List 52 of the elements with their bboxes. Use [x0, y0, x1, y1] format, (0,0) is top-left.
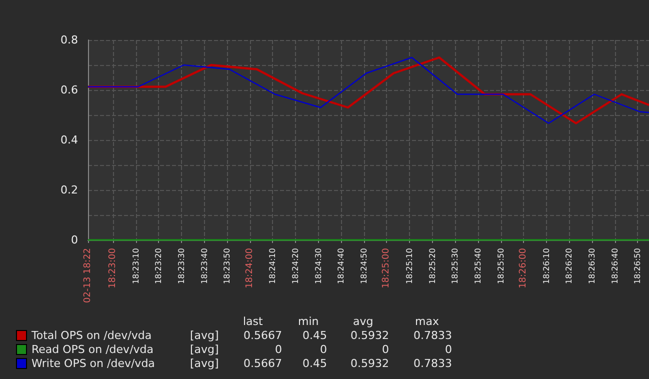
x-tick-label: 18:23:50	[222, 248, 232, 284]
text: 0.7833	[414, 357, 452, 370]
legend-label: Write OPS on /dev/vda	[32, 357, 155, 370]
text: [avg]	[190, 357, 219, 370]
text: min	[298, 315, 319, 328]
x-tick-label: 18:25:30	[450, 248, 460, 284]
text: 0	[320, 343, 327, 356]
legend-label: Total OPS on /dev/vda	[30, 329, 152, 342]
y-tick-label: 0.2	[60, 184, 78, 196]
y-tick-label: 0.8	[60, 34, 78, 46]
x-tick-label: 18:23:20	[154, 248, 164, 284]
x-tick-label: 18:26:20	[564, 248, 574, 284]
x-tick-label: 18:23:40	[200, 248, 209, 284]
y-tick-label: 0.6	[60, 84, 78, 96]
text: last	[243, 315, 264, 328]
text: 0.5932	[350, 357, 389, 370]
y-tick-label: 0.4	[60, 134, 78, 146]
text: 0	[445, 343, 452, 356]
x-tick-label: 18:26:50	[633, 248, 642, 284]
x-tick-label: 18:25:40	[473, 248, 482, 284]
x-tick-label: 18:23:30	[177, 248, 186, 284]
x-tick-label: 18:26:40	[610, 248, 620, 284]
text: 0.45	[302, 329, 327, 342]
x-tick-label: 18:25:50	[496, 248, 506, 284]
x-tick-label: 18:24:10	[268, 248, 278, 284]
text: avg	[353, 315, 374, 328]
x-tick-label: 18:24:20	[291, 248, 300, 284]
text: 0.5667	[244, 329, 282, 342]
text: 0.45	[302, 357, 327, 370]
x-tick-label: 18:23:00	[108, 248, 118, 288]
x-tick-label: 18:25:20	[428, 248, 437, 284]
x-tick-label: 18:26:30	[587, 248, 596, 284]
x-tick-label: 18:26:10	[542, 248, 551, 284]
text: 0	[275, 343, 282, 356]
x-tick-label: 18:24:00	[244, 248, 255, 288]
legend-label: Read OPS on /dev/vda	[32, 343, 154, 356]
text: [avg]	[190, 329, 219, 342]
x-tick-label: 18:24:50	[359, 248, 368, 284]
y-tick-label: 0	[71, 234, 78, 246]
x-tick-label: 18:26:00	[518, 248, 529, 288]
x-tick-label: 18:25:00	[382, 248, 392, 288]
x-tick-label: 18:24:30	[314, 248, 323, 284]
text: 0	[382, 343, 389, 356]
text: 0.5667	[244, 357, 282, 370]
text: 0.7833	[414, 329, 452, 342]
text: max	[415, 315, 440, 328]
x-tick-label: 18:25:10	[405, 248, 414, 284]
x-tick-label: 02-13 18:22	[83, 248, 93, 303]
text: 0.5932	[350, 329, 389, 342]
x-tick-label: 18:23:10	[131, 248, 140, 284]
x-tick-label: 18:24:40	[336, 248, 346, 284]
text: [avg]	[190, 343, 219, 356]
